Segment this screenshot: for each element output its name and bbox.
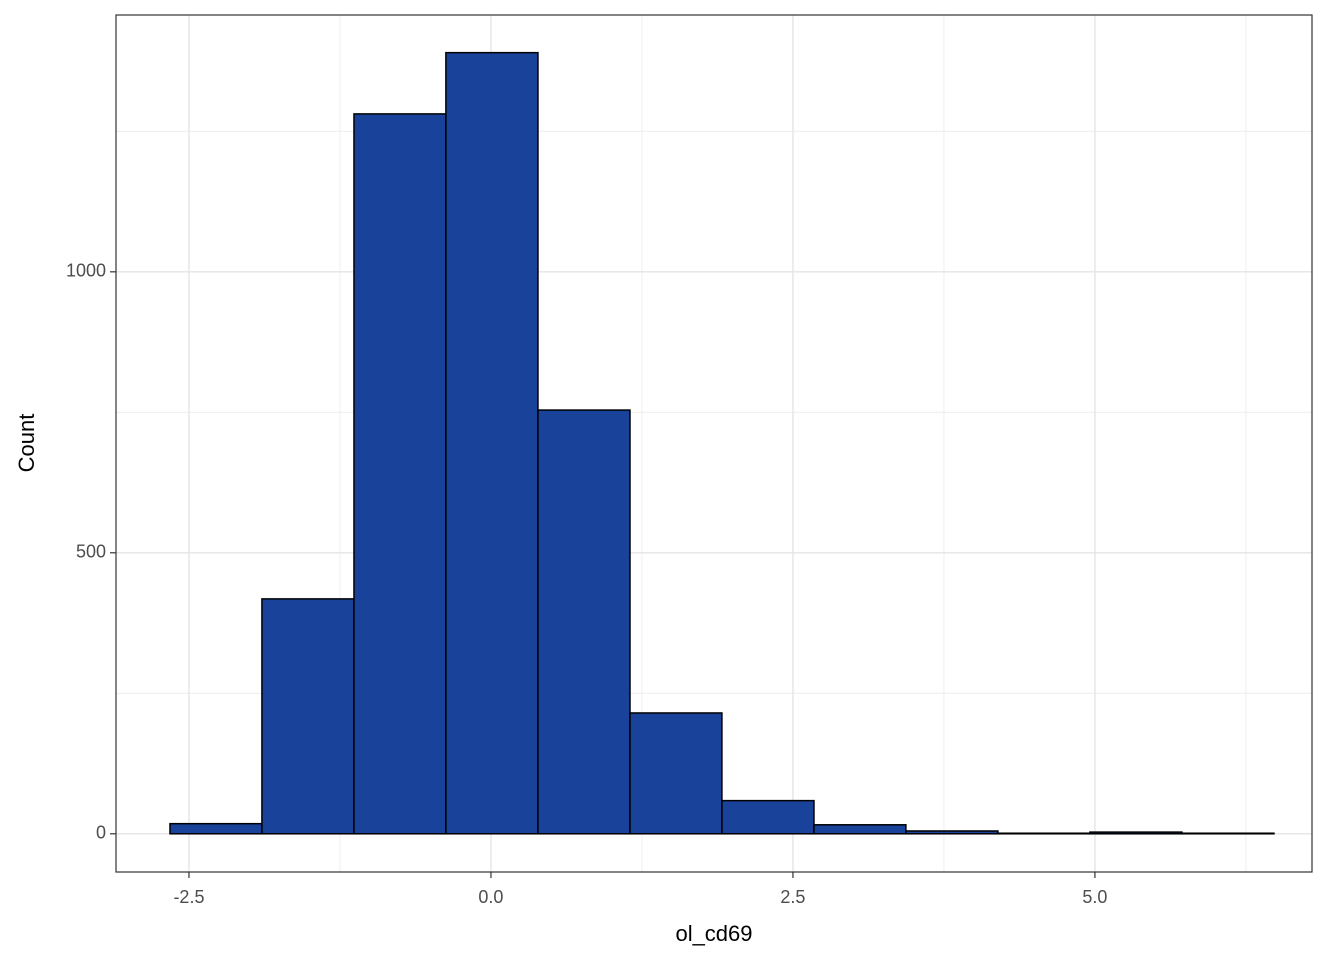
bar bbox=[261, 598, 355, 835]
y-tick-label: 500 bbox=[76, 542, 106, 562]
bar bbox=[721, 799, 815, 835]
bar bbox=[445, 51, 539, 835]
bar bbox=[353, 113, 447, 835]
axes: 0 500 1000 -2.5 0.0 2.5 5.0 bbox=[66, 261, 1107, 907]
bar bbox=[1181, 832, 1275, 835]
bar bbox=[629, 712, 723, 835]
x-tick-label: 5.0 bbox=[1082, 887, 1107, 907]
x-tick-label: 0.0 bbox=[478, 887, 503, 907]
bar bbox=[537, 409, 631, 835]
bar bbox=[997, 832, 1091, 835]
x-tick-label: 2.5 bbox=[780, 887, 805, 907]
bar bbox=[905, 830, 999, 835]
bars bbox=[169, 51, 1275, 835]
y-tick-label: 0 bbox=[96, 823, 106, 843]
bar bbox=[813, 824, 907, 835]
bar bbox=[169, 822, 263, 835]
x-tick-label: -2.5 bbox=[173, 887, 204, 907]
x-axis-title: ol_cd69 bbox=[675, 921, 752, 946]
bar bbox=[1089, 831, 1183, 835]
panel-border bbox=[115, 14, 1313, 873]
y-tick-label: 1000 bbox=[66, 261, 106, 281]
y-axis-title: Count bbox=[14, 414, 39, 473]
